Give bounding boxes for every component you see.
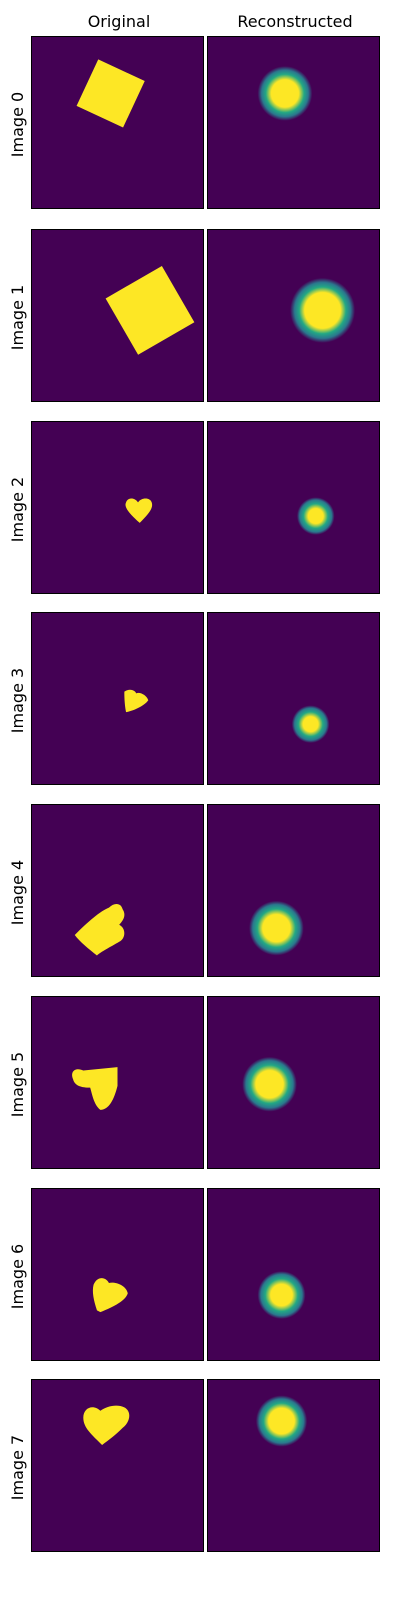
row-label: Image 0 (8, 91, 28, 157)
reconstructed-image-5 (207, 996, 380, 1169)
original-image-3 (31, 612, 204, 785)
column-title-original: Original (87, 12, 151, 31)
row-label: Image 5 (8, 1051, 28, 1117)
column-title-reconstructed: Reconstructed (237, 12, 353, 31)
row-label: Image 4 (8, 859, 28, 925)
row-label: Image 3 (8, 667, 28, 733)
reconstructed-image-2 (207, 421, 380, 594)
original-image-5 (31, 996, 204, 1169)
reconstructed-image-0 (207, 36, 380, 209)
row-label: Image 6 (8, 1243, 28, 1309)
reconstructed-image-4 (207, 804, 380, 977)
reconstructed-image-3 (207, 612, 380, 785)
row-label: Image 2 (8, 476, 28, 542)
original-image-1 (31, 229, 204, 402)
original-image-6 (31, 1188, 204, 1361)
original-image-7 (31, 1379, 204, 1552)
original-image-0 (31, 36, 204, 209)
row-label: Image 1 (8, 284, 28, 350)
row-label: Image 7 (8, 1434, 28, 1500)
reconstructed-image-7 (207, 1379, 380, 1552)
reconstructed-image-6 (207, 1188, 380, 1361)
original-image-4 (31, 804, 204, 977)
reconstructed-image-1 (207, 229, 380, 402)
original-image-2 (31, 421, 204, 594)
